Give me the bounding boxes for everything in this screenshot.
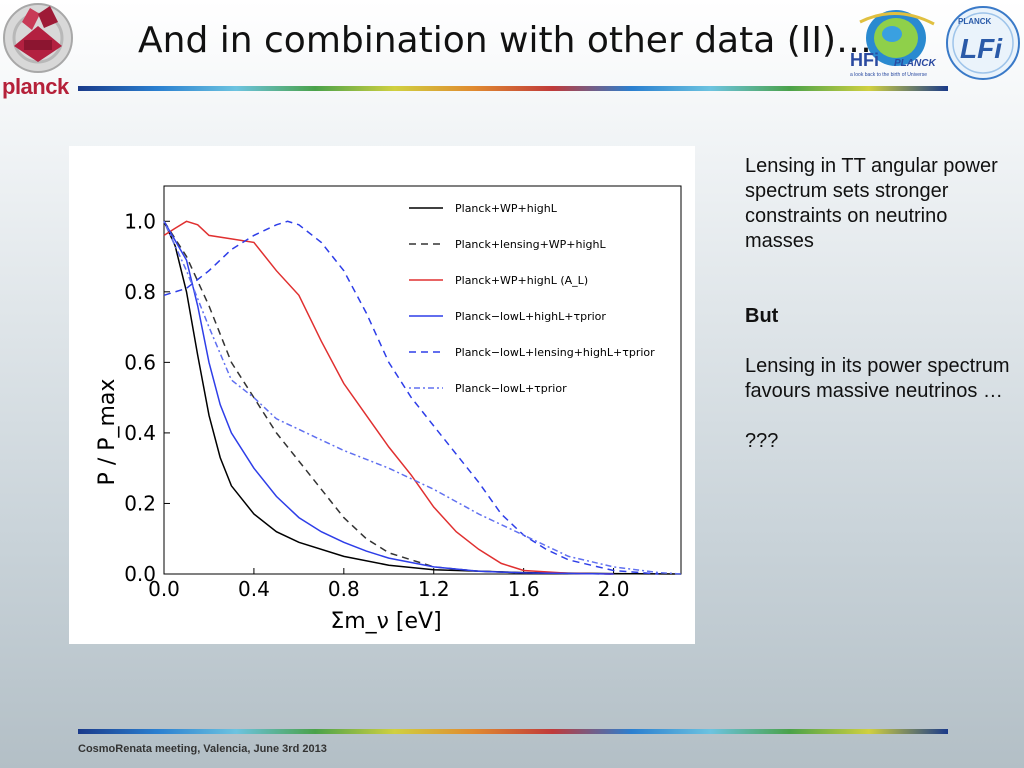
y-tick-label: 1.0 bbox=[124, 209, 156, 233]
planck-satellite-icon bbox=[3, 3, 73, 73]
series-line-3 bbox=[163, 220, 614, 575]
series-line-6 bbox=[163, 220, 682, 575]
series-line-1 bbox=[163, 220, 682, 575]
note-question-marks: ??? bbox=[745, 430, 779, 452]
series-line-4 bbox=[163, 220, 614, 575]
legend-label-3: Planck+WP+highL (A_L) bbox=[455, 274, 588, 287]
top-divider-stripe bbox=[78, 86, 948, 91]
note-but: But bbox=[745, 304, 1015, 329]
hfi-logo: HFi PLANCK a look back to the birth of U… bbox=[846, 4, 946, 82]
note-lensing-constraint: Lensing in TT angular power spectrum set… bbox=[745, 155, 998, 252]
y-tick-label: 0.8 bbox=[124, 280, 156, 304]
legend-label-2: Planck+lensing+WP+highL bbox=[455, 238, 606, 251]
y-tick-label: 0.4 bbox=[124, 421, 156, 445]
hfi-planet-icon: HFi PLANCK a look back to the birth of U… bbox=[850, 10, 936, 78]
planck-wordmark: planck bbox=[2, 74, 69, 99]
series-line-5 bbox=[163, 220, 659, 575]
legend-label-1: Planck+WP+highL bbox=[455, 202, 558, 215]
legend-label-6: Planck−lowL+τprior bbox=[455, 382, 567, 395]
lfi-logo: PLANCK LFi bbox=[944, 4, 1022, 82]
legend-label-5: Planck−lowL+lensing+highL+τprior bbox=[455, 346, 655, 359]
x-tick-label: 2.0 bbox=[598, 577, 630, 601]
lfi-logo-subtext: PLANCK bbox=[958, 17, 992, 26]
planck-logo: planck bbox=[0, 0, 80, 100]
note-lensing-favours: Lensing in its power spectrum favours ma… bbox=[745, 355, 1010, 402]
x-tick-label: 0.8 bbox=[328, 577, 360, 601]
y-tick-label: 0.6 bbox=[124, 350, 156, 374]
legend-label-4: Planck−lowL+highL+τprior bbox=[455, 310, 606, 323]
x-tick-label: 1.2 bbox=[418, 577, 450, 601]
lfi-badge-icon: PLANCK LFi bbox=[946, 6, 1020, 80]
hfi-logo-tagline: a look back to the birth of Universe bbox=[850, 72, 927, 78]
bottom-divider-stripe bbox=[78, 729, 948, 734]
slide-footer: CosmoRenata meeting, Valencia, June 3rd … bbox=[78, 743, 327, 755]
posterior-figure: 0.0 0.4 0.8 1.2 1.6 2.0 0.0 0.2 0.4 0.6 0.8 1.0 Pla… bbox=[69, 146, 695, 644]
x-tick-label: 1.6 bbox=[508, 577, 540, 601]
hfi-logo-text: HFi bbox=[850, 50, 879, 70]
y-tick-label: 0.0 bbox=[124, 562, 156, 586]
y-axis-label: P / P_max bbox=[95, 379, 120, 486]
lfi-logo-text: LFi bbox=[960, 33, 1003, 64]
posterior-chart: 0.0 0.4 0.8 1.2 1.6 2.0 0.0 0.2 0.4 0.6 0.8 1.0 Pla… bbox=[95, 185, 682, 634]
y-tick-label: 0.2 bbox=[124, 491, 156, 515]
x-tick-label: 0.0 bbox=[148, 577, 180, 601]
hfi-logo-subtext: PLANCK bbox=[894, 58, 936, 69]
side-notes: Lensing in TT angular power spectrum set… bbox=[745, 154, 1015, 454]
note-but-bold: But bbox=[745, 305, 779, 327]
plot-frame bbox=[163, 185, 682, 575]
x-axis-label: Σm_ν [eV] bbox=[330, 609, 441, 634]
x-tick-label: 0.4 bbox=[238, 577, 270, 601]
slide-title: And in combination with other data (II)… bbox=[138, 20, 873, 61]
